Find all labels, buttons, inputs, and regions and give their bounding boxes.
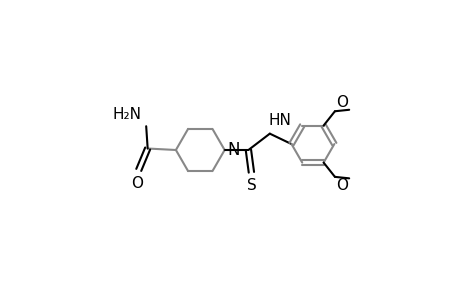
Text: S: S	[247, 178, 257, 193]
Text: H₂N: H₂N	[112, 107, 141, 122]
Text: HN: HN	[268, 113, 291, 128]
Text: N: N	[227, 141, 240, 159]
Text: O: O	[336, 178, 347, 193]
Text: O: O	[131, 176, 143, 191]
Text: O: O	[336, 95, 347, 110]
